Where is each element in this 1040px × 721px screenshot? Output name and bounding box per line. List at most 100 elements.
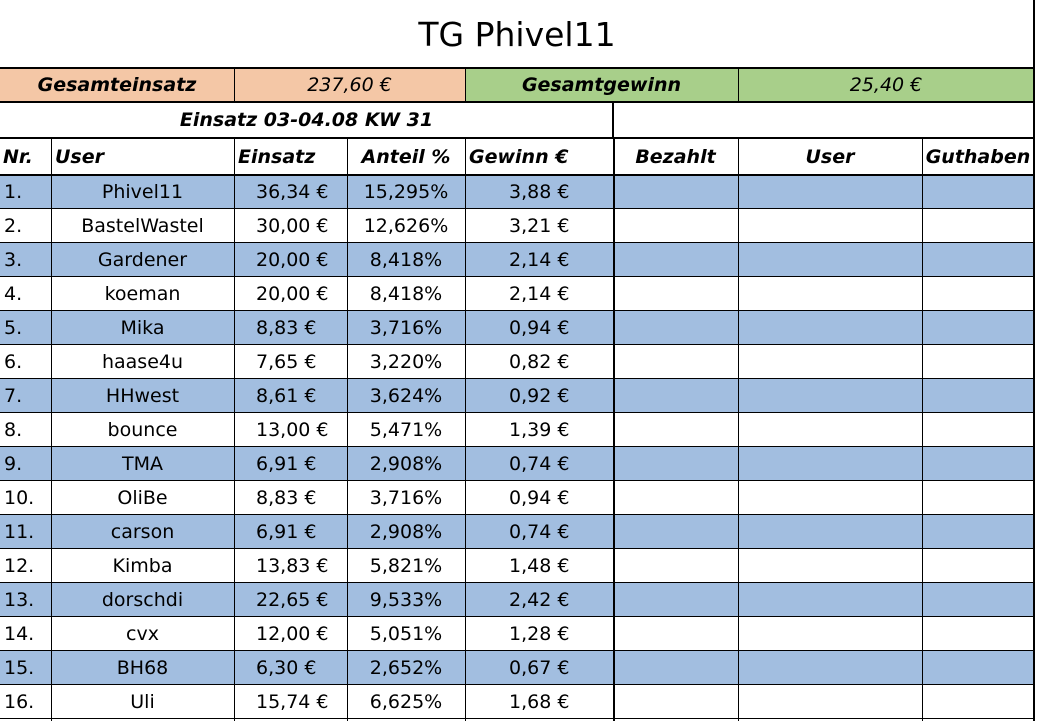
table-row <box>0 515 1034 549</box>
row-anteil: 2,908% <box>369 453 443 475</box>
row-einsatz: 30,00 € <box>256 215 329 237</box>
row-nr: 11. <box>4 521 35 543</box>
row-nr: 16. <box>4 691 35 713</box>
row-anteil: 6,625% <box>369 691 443 713</box>
row-anteil: 2,908% <box>369 521 443 543</box>
row-gewinn: 0,82 € <box>509 351 570 373</box>
period-label: Einsatz 03-04.08 KW 31 <box>179 109 434 131</box>
row-gewinn: 1,28 € <box>509 623 570 645</box>
row-nr: 4. <box>4 283 23 305</box>
row-anteil: 5,051% <box>369 623 443 645</box>
grid-v-column <box>234 138 235 721</box>
row-anteil: 2,652% <box>369 657 443 679</box>
row-user: cvx <box>126 623 159 645</box>
grid-v-period <box>612 102 614 138</box>
grid-h-row <box>0 242 1035 243</box>
row-user: carson <box>110 521 175 543</box>
gesamteinsatz-label: Gesamteinsatz <box>0 68 234 102</box>
row-gewinn: 0,74 € <box>509 453 570 475</box>
row-anteil: 9,533% <box>369 589 443 611</box>
row-user: Phivel11 <box>101 181 184 203</box>
row-nr: 9. <box>4 453 23 475</box>
grid-h-title-bottom <box>0 67 1035 69</box>
column-header-user-2: User <box>805 145 855 168</box>
grid-h-row <box>0 650 1035 651</box>
grid-h-row <box>0 208 1035 209</box>
row-einsatz: 36,34 € <box>256 181 329 203</box>
row-user: bounce <box>107 419 178 441</box>
grid-v-column <box>51 138 52 721</box>
gesamteinsatz-value: 237,60 € <box>234 68 465 102</box>
row-anteil: 3,716% <box>369 487 443 509</box>
row-anteil: 15,295% <box>363 181 449 203</box>
row-user: OliBe <box>117 487 168 509</box>
row-einsatz: 6,91 € <box>256 453 317 475</box>
row-gewinn: 1,68 € <box>509 691 570 713</box>
row-gewinn: 0,94 € <box>509 487 570 509</box>
row-einsatz: 13,00 € <box>256 419 329 441</box>
gesamtgewinn-label: Gesamtgewinn <box>465 68 738 102</box>
grid-h-row <box>0 514 1035 515</box>
grid-h-row <box>0 446 1035 447</box>
grid-h-row <box>0 548 1035 549</box>
grid-v-summary <box>738 68 739 102</box>
row-gewinn: 0,74 € <box>509 521 570 543</box>
grid-h-period-bottom <box>0 137 1035 139</box>
row-einsatz: 6,30 € <box>256 657 317 679</box>
column-header-guthaben: Guthaben <box>925 145 1031 168</box>
grid-v-summary <box>465 68 466 102</box>
row-nr: 14. <box>4 623 35 645</box>
row-nr: 10. <box>4 487 35 509</box>
gesamtgewinn-value: 25,40 € <box>738 68 1034 102</box>
column-header-bezahlt: Bezahlt <box>635 145 716 168</box>
grid-v-summary <box>234 68 235 102</box>
table-row <box>0 311 1034 345</box>
grid-v-column <box>465 138 466 721</box>
row-anteil: 3,220% <box>369 351 443 373</box>
column-header-anteil: Anteil % <box>361 145 451 168</box>
row-gewinn: 3,88 € <box>509 181 570 203</box>
table-row <box>0 379 1034 413</box>
row-gewinn: 0,94 € <box>509 317 570 339</box>
row-nr: 3. <box>4 249 23 271</box>
grid-h-row <box>0 412 1035 413</box>
row-user: Mika <box>120 317 165 339</box>
row-nr: 2. <box>4 215 23 237</box>
row-gewinn: 1,39 € <box>509 419 570 441</box>
column-header-einsatz: Einsatz <box>238 145 316 168</box>
grid-h-row <box>0 276 1035 277</box>
row-einsatz: 12,00 € <box>256 623 329 645</box>
row-user: TMA <box>122 453 163 475</box>
row-nr: 6. <box>4 351 23 373</box>
column-header-nr: Nr. <box>3 145 33 168</box>
row-gewinn: 0,67 € <box>509 657 570 679</box>
row-anteil: 5,821% <box>369 555 443 577</box>
row-einsatz: 20,00 € <box>256 283 329 305</box>
row-nr: 5. <box>4 317 23 339</box>
grid-v-column <box>347 138 348 721</box>
grid-h-row <box>0 684 1035 685</box>
table-row <box>0 175 1034 209</box>
grid-h-row <box>0 310 1035 311</box>
row-user: BastelWastel <box>81 215 204 237</box>
row-anteil: 8,418% <box>369 249 443 271</box>
column-header-user: User <box>55 145 104 168</box>
table-row <box>0 243 1034 277</box>
grid-v-column <box>738 138 739 721</box>
row-einsatz: 20,00 € <box>256 249 329 271</box>
grid-v-column <box>613 138 615 721</box>
row-nr: 8. <box>4 419 23 441</box>
row-user: haase4u <box>101 351 184 373</box>
row-user: Kimba <box>112 555 173 577</box>
row-user: koeman <box>104 283 181 305</box>
grid-h-row <box>0 582 1035 583</box>
row-einsatz: 22,65 € <box>256 589 329 611</box>
row-user: HHwest <box>105 385 180 407</box>
grid-h-row <box>0 480 1035 481</box>
row-user: Gardener <box>97 249 188 271</box>
row-nr: 7. <box>4 385 23 407</box>
grid-v-column <box>922 138 923 721</box>
grid-h-header-bottom <box>0 174 1035 176</box>
row-einsatz: 7,65 € <box>256 351 317 373</box>
